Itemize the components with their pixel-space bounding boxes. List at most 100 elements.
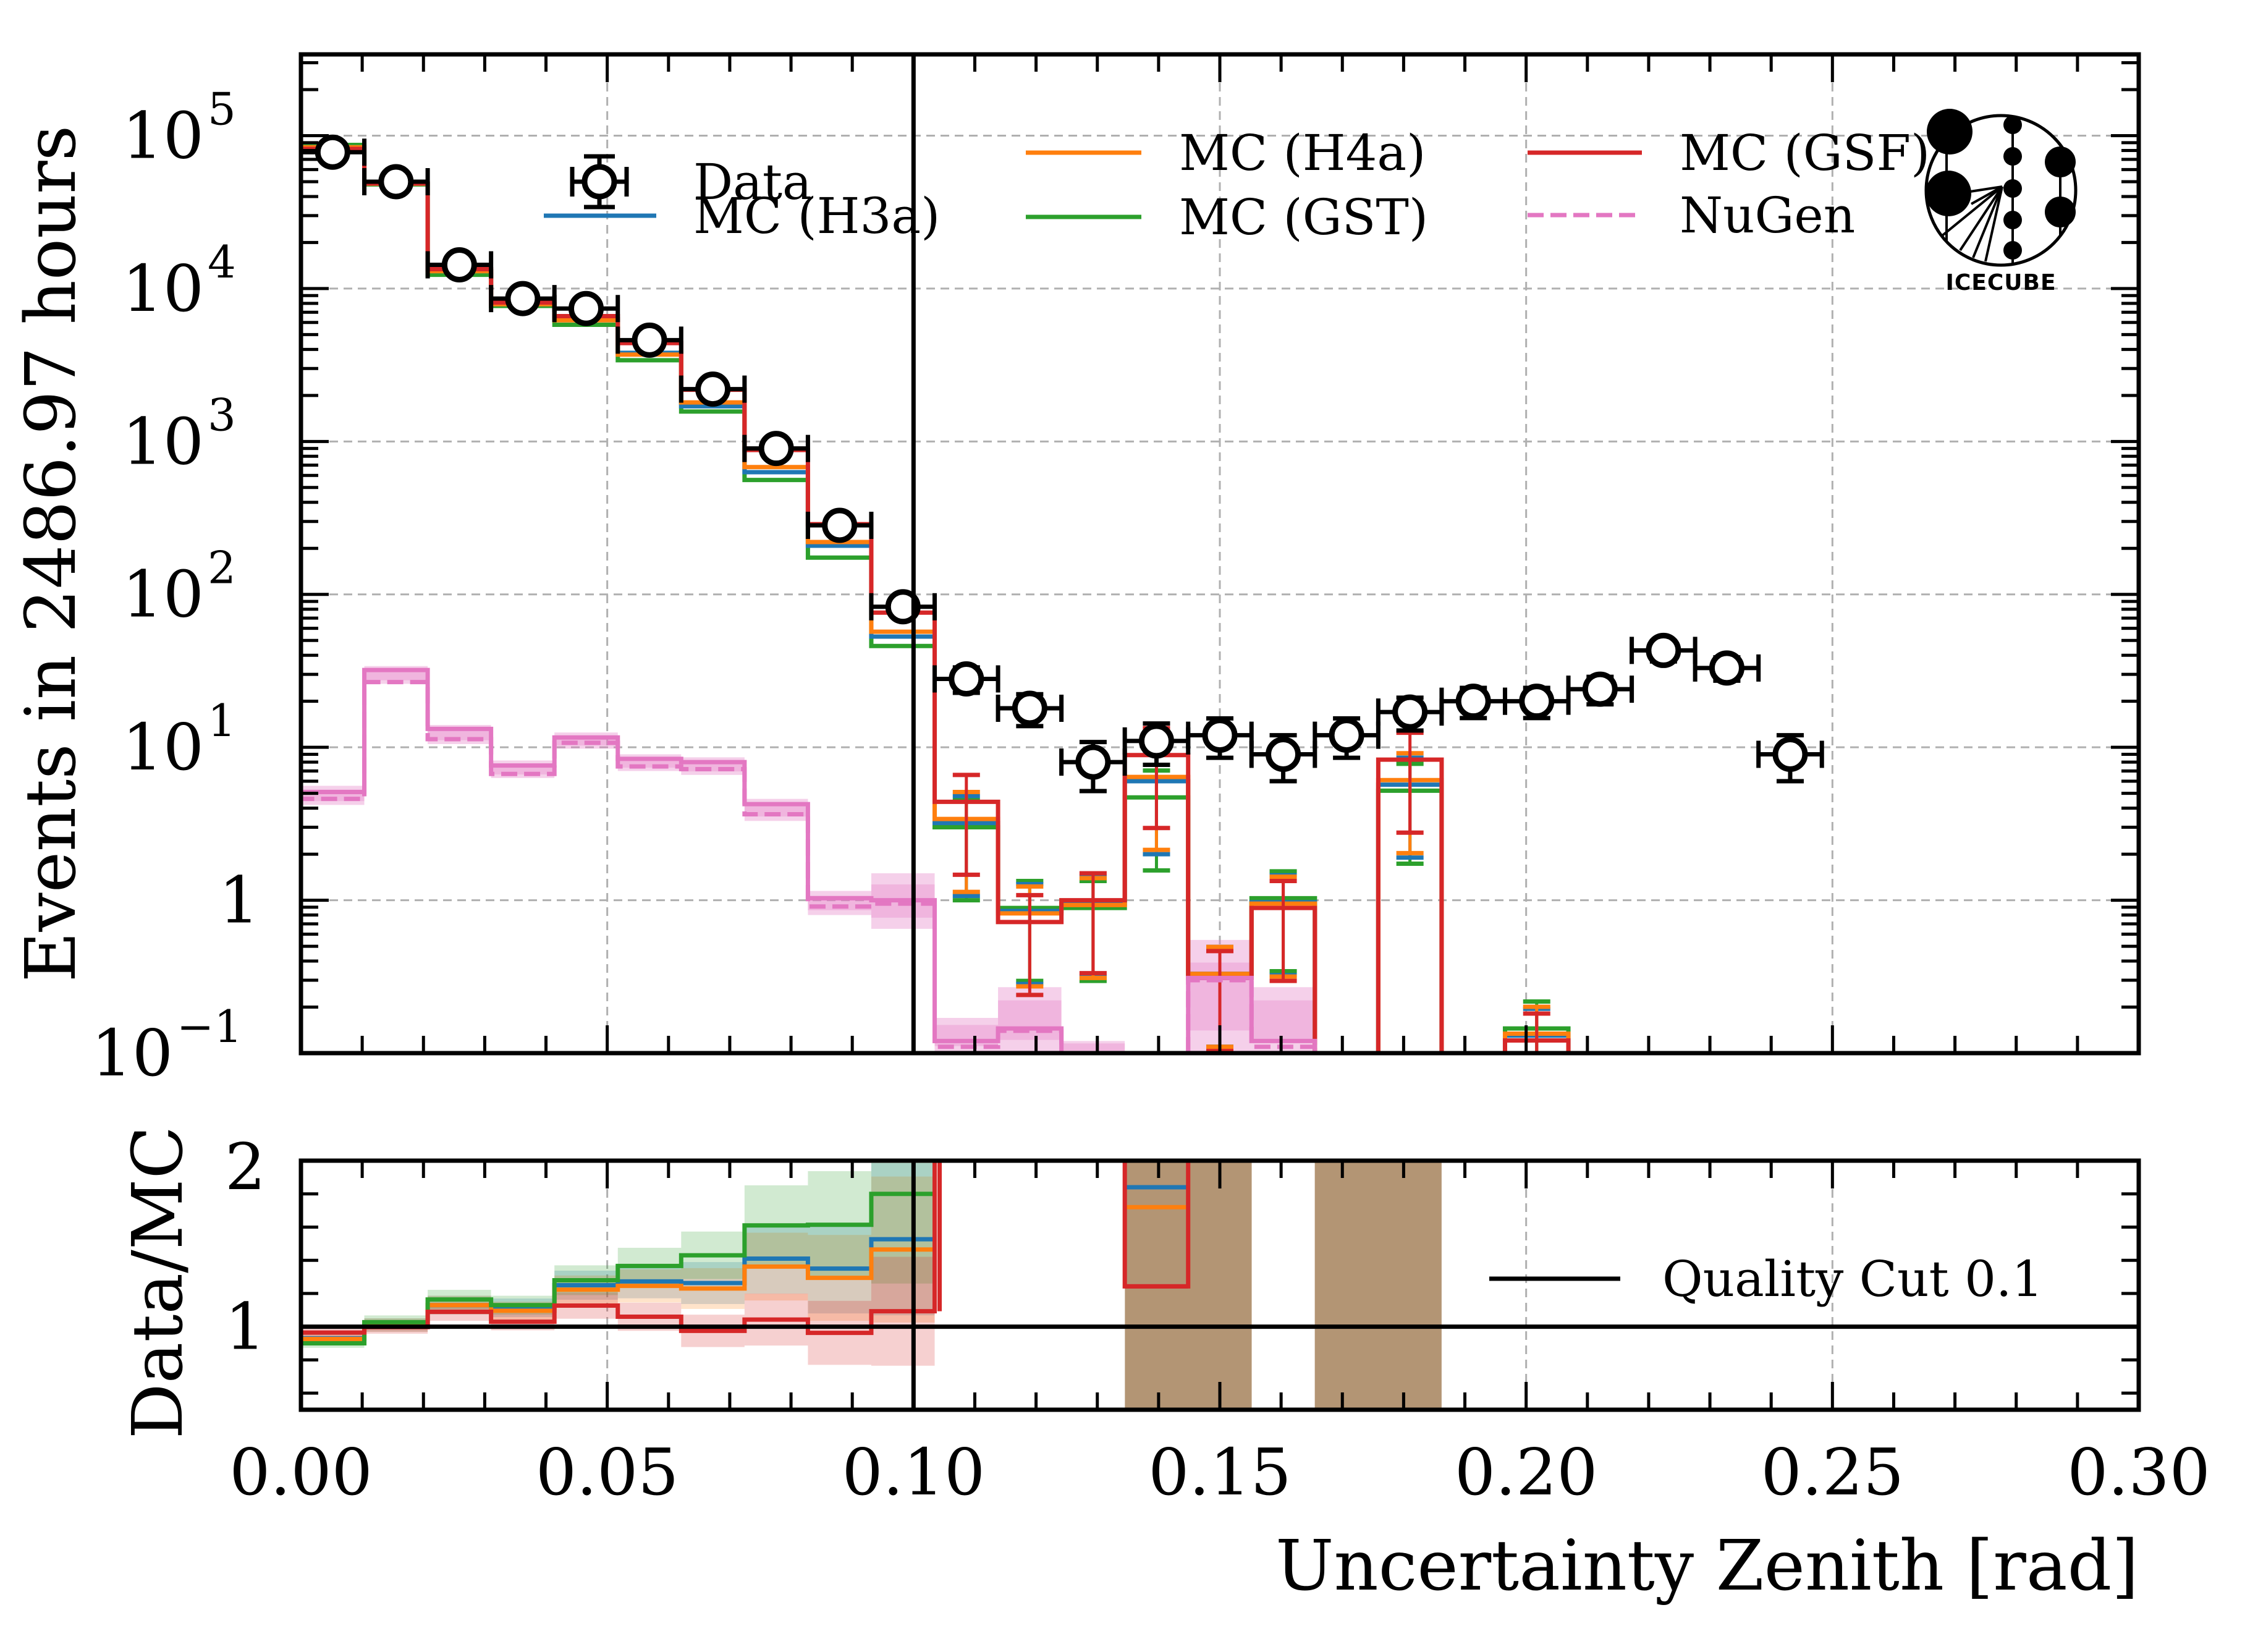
data-marker [1329, 718, 1364, 753]
ytick-label-base: 10 [122, 98, 204, 173]
data-marker [1202, 718, 1238, 753]
legend-entry-nugen: NuGen [1528, 187, 1855, 244]
data-marker [315, 134, 350, 170]
data-marker [1075, 744, 1111, 780]
data-marker [1266, 736, 1301, 772]
legend-label-nugen: NuGen [1680, 187, 1855, 244]
data-marker [378, 164, 414, 200]
data-marker [1012, 690, 1047, 726]
data-point [1376, 694, 1444, 733]
ytick-label: 10 −1 [91, 1001, 242, 1091]
data-point [1439, 684, 1507, 721]
nugen-band [1061, 1041, 1125, 1053]
legend-entry-mc-gst: MC (GST) [1026, 188, 1428, 246]
ratio-xtick-labels: 0.00 0.05 0.10 0.15 0.20 0.25 0.30 [229, 1434, 2210, 1510]
legend-label-mc-gsf: MC (GSF) [1680, 124, 1930, 182]
main-legend: Data MC (H3a) MC (H4a) MC (GST) MC (GSF)… [544, 124, 1930, 246]
icecube-logo: IceCube [1924, 109, 2078, 295]
ytick-label-base: 1 [219, 863, 260, 938]
xtick-label: 0.30 [2067, 1434, 2210, 1510]
xtick-label: 0.10 [842, 1434, 986, 1510]
ytick-label-exponent: 1 [208, 695, 236, 747]
ytick-label: 10 5 [122, 83, 236, 173]
legend-label-mc-h3a: MC (H3a) [693, 187, 940, 245]
legend-label-data: Data [693, 153, 812, 211]
data-marker [1138, 723, 1174, 759]
xtick-label: 0.05 [536, 1434, 679, 1510]
data-point [679, 371, 747, 407]
data-marker [822, 507, 858, 543]
nugen-band [301, 786, 365, 805]
xtick-label: 0.15 [1148, 1434, 1292, 1510]
legend-label-mc-h4a: MC (H4a) [1179, 124, 1426, 182]
ytick-label-exponent: 2 [208, 542, 236, 594]
data-point [742, 431, 810, 467]
legend-entry-mc-h4a: MC (H4a) [1026, 124, 1426, 182]
data-marker [758, 431, 794, 467]
ratio-series [301, 1158, 1191, 1366]
data-point [932, 661, 1000, 697]
data-marker [1392, 694, 1428, 730]
data-marker [441, 247, 477, 282]
nugen-band-inner [1251, 1000, 1315, 1040]
legend-label-quality-cut: Quality Cut 0.1 [1662, 1250, 2043, 1308]
data-marker [1455, 684, 1491, 719]
nugen-band-inner [364, 669, 428, 680]
ratio-ytick-label: 2 [225, 1129, 266, 1205]
data-point [362, 164, 430, 200]
nugen-lines [298, 667, 1317, 1056]
data-marker [949, 661, 984, 697]
logo-doms [1926, 109, 2076, 260]
ratio-panel: 12 0.00 0.05 0.10 0.15 0.20 0.25 0.30 Data/MC … [118, 1126, 2210, 1606]
data-point [552, 290, 620, 326]
ytick-label-exponent: 4 [208, 236, 236, 288]
data-marker [885, 589, 921, 625]
data-marker [568, 290, 604, 326]
data-marker [1646, 632, 1681, 668]
xtick-label: 0.25 [1761, 1434, 1905, 1510]
main-ticks [299, 54, 2141, 1055]
ytick-label-base: 10 [122, 557, 204, 632]
data-point [1693, 650, 1761, 686]
ytick-label-base: 10 [122, 251, 204, 326]
data-marker [505, 281, 541, 316]
ytick-label: 10 2 [122, 542, 236, 632]
ytick-label-base: 10 [122, 710, 204, 785]
data-point [1249, 733, 1317, 784]
data-marker [632, 322, 667, 358]
data-marker [1709, 650, 1744, 686]
ytick-label-base: 10 [91, 1015, 173, 1091]
data-point [805, 507, 874, 543]
legend-entry-mc-gsf: MC (GSF) [1528, 124, 1930, 182]
main-axes-frame [298, 52, 2141, 1056]
nugen-line-dashed [298, 680, 1317, 1056]
ratio-xlabel: Uncertainty Zenith [rad] [1275, 1526, 2139, 1606]
legend-data-marker [581, 164, 617, 200]
ytick-label-base: 10 [122, 404, 204, 479]
ratio-axes-frame [298, 1158, 2141, 1412]
data-point [1502, 684, 1571, 721]
main-ylabel: Events in 2486.97 hours [11, 125, 91, 983]
ytick-label: 10 1 [122, 695, 236, 785]
ytick-label: 10 3 [122, 389, 236, 479]
data-point [1756, 733, 1824, 784]
ratio-box-mcgsf [1122, 1161, 1191, 1289]
ratio-legend: Quality Cut 0.1 [1489, 1250, 2043, 1308]
xtick-label: 0.00 [229, 1434, 373, 1510]
ratio-band [871, 1161, 935, 1284]
ytick-label: 10 4 [122, 236, 236, 326]
data-point [1566, 671, 1634, 707]
data-marker [1519, 684, 1555, 719]
data-point [1059, 740, 1127, 794]
xtick-label: 0.20 [1455, 1434, 1598, 1510]
ytick-label: 1 [219, 863, 260, 938]
data-point [1630, 632, 1698, 668]
ytick-label-exponent: 3 [208, 389, 236, 441]
data-point [615, 322, 683, 358]
nugen-band [998, 987, 1062, 1053]
nugen-band-inner [1061, 1043, 1125, 1051]
legend-entry-data: Data [570, 153, 812, 211]
ratio-ytick-label: 1 [225, 1289, 266, 1365]
